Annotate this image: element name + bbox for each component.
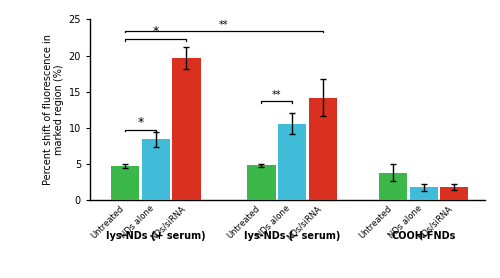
Bar — [278, 123, 306, 200]
Bar — [248, 165, 276, 200]
Text: *: * — [152, 25, 159, 38]
Text: **: ** — [272, 90, 281, 100]
Text: NDs alone: NDs alone — [387, 204, 424, 241]
Text: NDs/siRNA: NDs/siRNA — [284, 204, 323, 242]
Text: lys-NDs (– serum): lys-NDs (– serum) — [244, 230, 340, 240]
Text: NDs/siRNA: NDs/siRNA — [148, 204, 186, 242]
Bar — [172, 58, 201, 200]
Text: Untreated: Untreated — [89, 204, 125, 240]
Bar — [308, 98, 337, 200]
Bar — [379, 173, 407, 200]
Text: NDs/siRNA: NDs/siRNA — [416, 204, 455, 242]
Bar — [440, 187, 468, 200]
Y-axis label: Percent shift of fluorescence in
marked region (%): Percent shift of fluorescence in marked … — [42, 34, 64, 185]
Text: Untreated: Untreated — [357, 204, 393, 240]
Text: **: ** — [219, 20, 228, 30]
Bar — [142, 140, 170, 200]
Bar — [410, 187, 438, 200]
Text: *: * — [138, 116, 143, 129]
Text: NDs alone: NDs alone — [255, 204, 292, 241]
Bar — [111, 166, 140, 200]
Text: COOH-FNDs: COOH-FNDs — [392, 230, 456, 240]
Text: lys-NDs (+ serum): lys-NDs (+ serum) — [106, 230, 206, 240]
Text: Untreated: Untreated — [225, 204, 262, 240]
Text: NDs alone: NDs alone — [119, 204, 156, 241]
